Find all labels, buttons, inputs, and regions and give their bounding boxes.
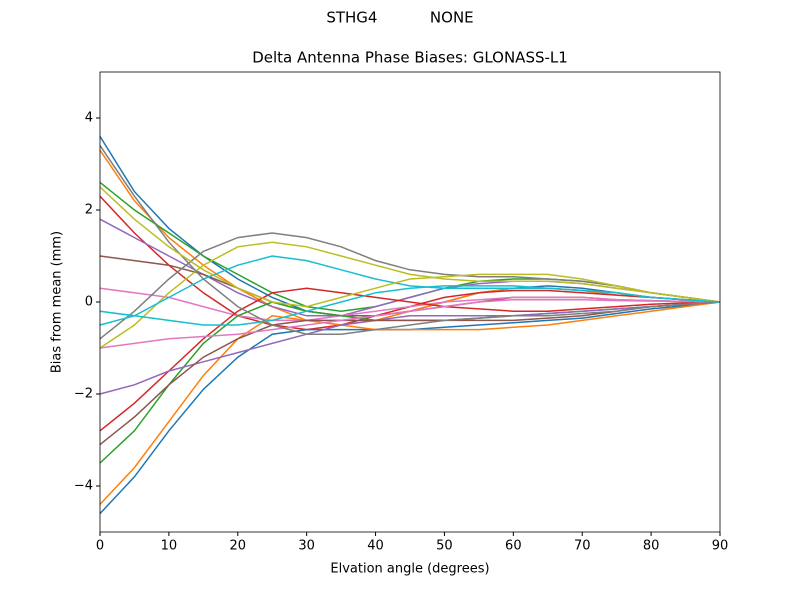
x-tick-label: 20 [230, 539, 247, 554]
y-tick-label: −4 [74, 479, 93, 494]
suptitle: STHG4 NONE [326, 9, 473, 27]
y-axis-label: Bias from mean (mm) [50, 231, 65, 373]
series-line [99, 285, 721, 326]
series-line [99, 186, 721, 308]
x-tick-label: 30 [298, 539, 315, 554]
x-tick-label: 0 [96, 539, 104, 554]
x-tick-label: 90 [712, 539, 729, 554]
y-tick-label: 0 [85, 295, 93, 310]
x-tick-label: 50 [436, 539, 453, 554]
series-line [99, 241, 721, 349]
y-tick-label: −2 [74, 387, 93, 402]
x-tick-label: 40 [367, 539, 384, 554]
chart-title: Delta Antenna Phase Biases: GLONASS-L1 [252, 49, 568, 67]
series-line [99, 301, 721, 505]
series-line [99, 301, 721, 515]
x-tick-label: 80 [643, 539, 660, 554]
series-line [99, 145, 721, 335]
x-axis-label: Elvation angle (degrees) [330, 562, 489, 577]
series-line [99, 298, 721, 349]
x-tick-label: 10 [161, 539, 178, 554]
series-line [99, 301, 721, 464]
series-line [99, 149, 721, 326]
y-tick-label: 2 [85, 203, 93, 218]
series-line [99, 287, 721, 322]
x-tick-label: 70 [574, 539, 591, 554]
series-line [99, 287, 721, 432]
x-tick-label: 60 [505, 539, 522, 554]
series-line [99, 301, 721, 395]
y-tick-label: 4 [85, 111, 93, 126]
